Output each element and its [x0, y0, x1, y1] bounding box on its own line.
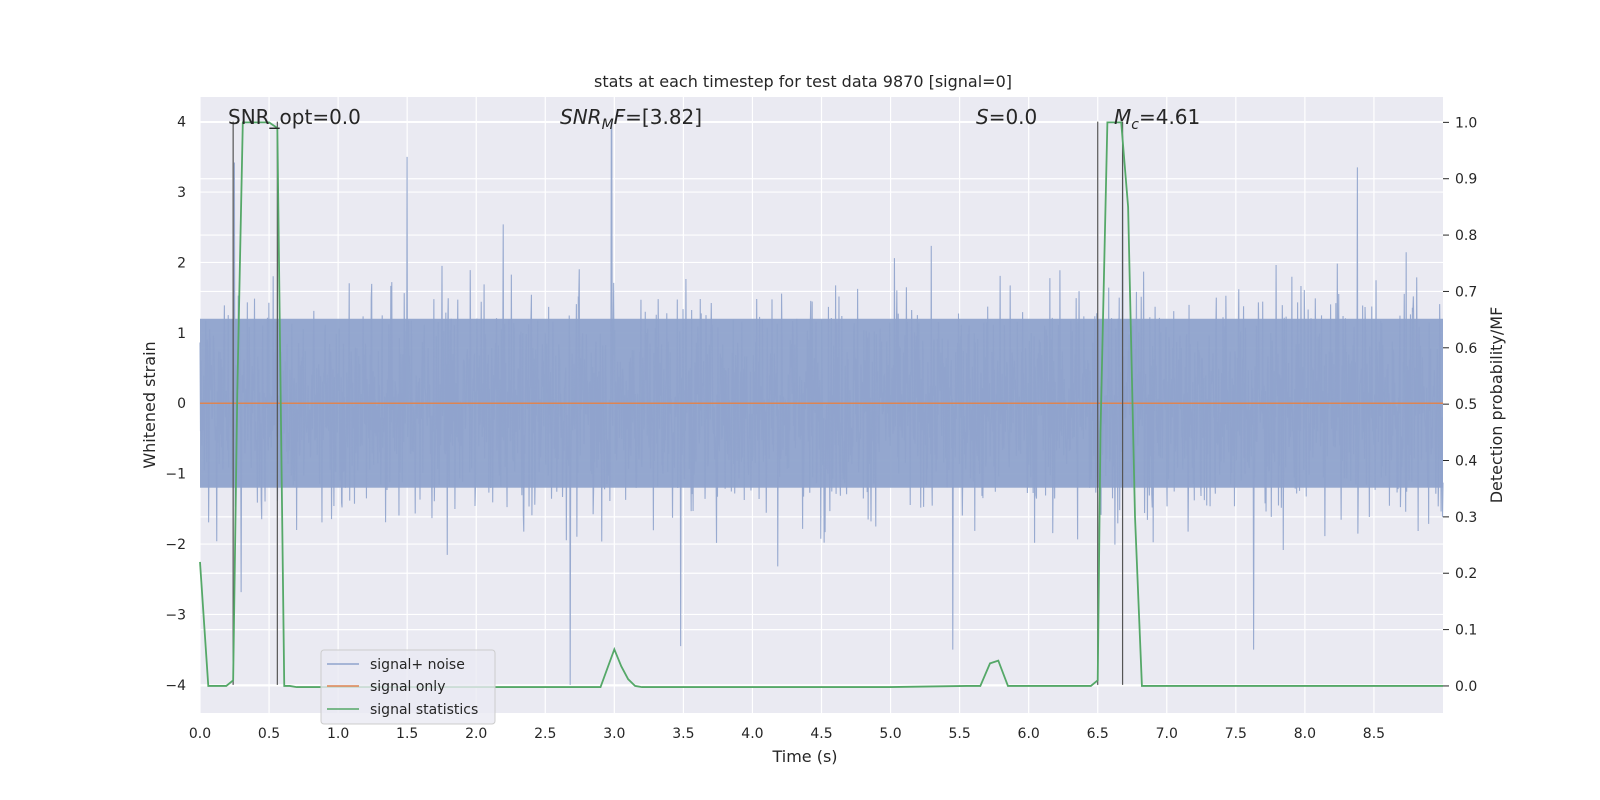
- y-tick-label-5: 1: [177, 326, 186, 342]
- x-tick-label-1: 0.5: [258, 726, 280, 742]
- x-tick-label-0: 0.0: [189, 726, 211, 742]
- snr-mf-rest-italic: F: [614, 105, 626, 129]
- y2-tick-label-0: 0.0: [1455, 679, 1477, 695]
- legend-label-signal-noise: signal+ noise: [370, 657, 465, 673]
- legend-label-signal-statistics: signal statistics: [370, 702, 478, 718]
- y-tick-label-7: 3: [177, 185, 186, 201]
- x-tick-label-4: 2.0: [465, 726, 487, 742]
- x-tick-label-14: 7.0: [1156, 726, 1178, 742]
- y2-axis-ticks: 0.0 0.1 0.2 0.3 0.4 0.5 0.6 0.7 0.8 0.9 1.0: [1443, 115, 1477, 695]
- vertical-markers: [232, 121, 1124, 685]
- snr-mf-main: SNR: [560, 105, 602, 129]
- mc-rest: =4.61: [1139, 105, 1200, 129]
- x-tick-label-6: 3.0: [603, 726, 625, 742]
- snr-mf-rest: =[3.82]: [625, 105, 702, 129]
- y-tick-label-8: 4: [177, 115, 186, 131]
- legend-label-signal-only: signal only: [370, 679, 445, 695]
- x-tick-label-3: 1.5: [396, 726, 418, 742]
- y2-tick-label-2: 0.2: [1455, 566, 1477, 582]
- y2-tick-label-3: 0.3: [1455, 510, 1477, 526]
- y-tick-label-0: −4: [165, 678, 186, 694]
- x-tick-label-15: 7.5: [1225, 726, 1247, 742]
- legend-box: [320, 649, 496, 725]
- mc-main: M: [1114, 105, 1131, 129]
- x-tick-label-13: 6.5: [1087, 726, 1109, 742]
- x-tick-label-17: 8.5: [1363, 726, 1385, 742]
- y-axis-ticks: −4 −3 −2 −1 0 1 2 3 4: [165, 115, 186, 694]
- signal-statistics-line: [199, 121, 1443, 688]
- s-main: S: [976, 105, 989, 129]
- annotation-mc: Mc=4.61: [1114, 105, 1200, 133]
- x-axis-ticks: 0.0 0.5 1.0 1.5 2.0 2.5 3.0 3.5 4.0 4.5 5.0 5.5 6.0 6…: [189, 726, 1385, 742]
- y-tick-label-4: 0: [177, 396, 186, 412]
- y-tick-label-1: −3: [165, 607, 186, 623]
- y-tick-label-6: 2: [177, 255, 186, 271]
- y2-axis-label: Detection probability/MF: [1487, 307, 1506, 504]
- y-tick-label-3: −1: [165, 467, 186, 483]
- y2-tick-label-7: 0.7: [1455, 284, 1477, 300]
- x-tick-label-9: 4.5: [810, 726, 832, 742]
- annotation-snr-mf: SNRMF=[3.82]: [560, 105, 702, 133]
- y2-tick-label-10: 1.0: [1455, 115, 1477, 131]
- x-axis-label: Time (s): [771, 747, 837, 766]
- x-tick-label-16: 8.0: [1294, 726, 1316, 742]
- x-tick-label-11: 5.5: [948, 726, 970, 742]
- y-axis-label: Whitened strain: [140, 341, 159, 468]
- y2-tick-label-9: 0.9: [1455, 172, 1477, 188]
- x-tick-label-2: 1.0: [327, 726, 349, 742]
- x-tick-label-12: 6.0: [1018, 726, 1040, 742]
- mc-sub: c: [1131, 117, 1139, 133]
- s-rest: =0.0: [989, 105, 1038, 129]
- y2-tick-label-4: 0.4: [1455, 454, 1477, 470]
- x-tick-label-10: 5.0: [879, 726, 901, 742]
- chart-title: stats at each timestep for test data 987…: [594, 72, 1012, 91]
- y2-tick-label-1: 0.1: [1455, 623, 1477, 639]
- annotation-snr-opt: SNR_opt=0.0: [228, 105, 361, 129]
- x-tick-label-5: 2.5: [534, 726, 556, 742]
- annotation-s: S=0.0: [976, 105, 1037, 129]
- y2-tick-label-6: 0.6: [1455, 341, 1477, 357]
- snr-mf-sub: M: [602, 117, 614, 133]
- y-tick-label-2: −2: [165, 537, 186, 553]
- x-tick-label-7: 3.5: [672, 726, 694, 742]
- legend: signal+ noise signal only signal statist…: [320, 649, 496, 725]
- y2-tick-label-8: 0.8: [1455, 228, 1477, 244]
- series-signal-statistics: [199, 121, 1443, 688]
- noise-line: [199, 121, 1444, 685]
- x-tick-label-8: 4.0: [741, 726, 763, 742]
- y2-tick-label-5: 0.5: [1455, 397, 1477, 413]
